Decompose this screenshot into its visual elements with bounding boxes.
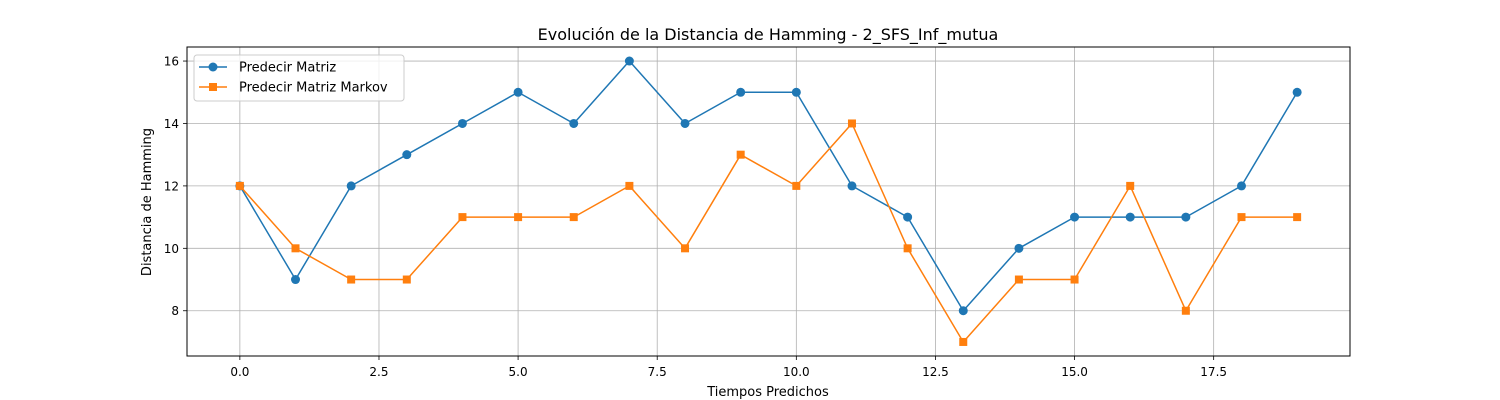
data-point-predecir-matriz-markov [681, 244, 690, 253]
data-point-predecir-matriz [513, 87, 523, 97]
data-point-predecir-matriz-markov [569, 213, 578, 222]
data-point-predecir-matriz [291, 275, 301, 285]
x-tick-label: 7.5 [648, 365, 667, 379]
data-point-predecir-matriz [402, 150, 412, 160]
series-line-predecir-matriz [239, 60, 1298, 312]
x-tick-label: 2.5 [369, 365, 388, 379]
grid [187, 47, 1350, 356]
legend-label-predecir-matriz: Predecir Matriz [239, 61, 336, 76]
y-tick-label: 10 [164, 242, 179, 256]
series-line-predecir-matriz-markov [239, 122, 1298, 343]
x-tick-label: 12.5 [922, 365, 949, 379]
data-point-predecir-matriz [847, 181, 857, 191]
data-point-predecir-matriz-markov [959, 337, 968, 346]
data-point-predecir-matriz [903, 212, 913, 222]
legend-box [193, 54, 405, 102]
y-tick-label: 16 [164, 55, 179, 69]
data-point-predecir-matriz-markov [1126, 181, 1135, 190]
x-axis-label: Tiempos Predichos [706, 385, 829, 400]
data-point-predecir-matriz [1236, 181, 1246, 191]
data-point-predecir-matriz-markov [1014, 275, 1023, 284]
data-point-predecir-matriz-markov [291, 244, 300, 253]
tick-layer: 0.0 2.5 5.0 7.5 10.0 12.5 15.0 17.5 8 10 12 14 16 [164, 55, 1227, 379]
y-tick-label: 14 [164, 117, 179, 131]
legend: Predecir Matriz Predecir Matriz Markov [193, 54, 405, 102]
data-point-predecir-matriz-markov [847, 119, 856, 128]
data-point-predecir-matriz-markov [1181, 306, 1190, 315]
x-tick-label: 17.5 [1200, 365, 1227, 379]
y-axis-label: Distancia de Hamming [140, 128, 155, 276]
data-point-predecir-matriz [736, 87, 746, 97]
data-point-predecir-matriz [624, 56, 634, 66]
data-point-predecir-matriz-markov [402, 275, 411, 284]
x-tick-label: 10.0 [783, 365, 810, 379]
data-point-predecir-matriz-markov [458, 213, 467, 222]
data-point-predecir-matriz-markov [736, 150, 745, 159]
data-point-predecir-matriz [680, 118, 690, 128]
chart-title: Evolución de la Distancia de Hamming - 2… [538, 25, 999, 45]
data-point-predecir-matriz [1181, 212, 1191, 222]
data-point-predecir-matriz-markov [347, 275, 356, 284]
series-layer [235, 56, 1302, 346]
data-point-predecir-matriz-markov [514, 213, 523, 222]
x-tick-label: 0.0 [230, 365, 249, 379]
y-tick-label: 8 [171, 304, 179, 318]
data-point-predecir-matriz-markov [1237, 213, 1246, 222]
x-tick-label: 5.0 [509, 365, 528, 379]
data-point-predecir-matriz-markov [792, 181, 801, 190]
legend-marker-predecir-matriz [208, 62, 218, 72]
y-tick-label: 12 [164, 179, 179, 193]
data-point-predecir-matriz [1125, 212, 1135, 222]
data-point-predecir-matriz-markov [1293, 213, 1302, 222]
data-point-predecir-matriz [791, 87, 801, 97]
legend-label-predecir-matriz-markov: Predecir Matriz Markov [239, 81, 388, 96]
legend-marker-predecir-matriz-markov [209, 83, 217, 91]
data-point-predecir-matriz [346, 181, 356, 191]
data-point-predecir-matriz [958, 306, 968, 316]
data-point-predecir-matriz-markov [235, 181, 244, 190]
plot-area-frame [186, 46, 1351, 357]
data-point-predecir-matriz-markov [903, 244, 912, 253]
data-point-predecir-matriz-markov [625, 181, 634, 190]
data-point-predecir-matriz-markov [1070, 275, 1079, 284]
data-point-predecir-matriz [569, 118, 579, 128]
x-tick-label: 15.0 [1061, 365, 1088, 379]
data-point-predecir-matriz [1070, 212, 1080, 222]
data-point-predecir-matriz [457, 118, 467, 128]
data-point-predecir-matriz [1014, 243, 1024, 253]
data-point-predecir-matriz [1292, 87, 1302, 97]
